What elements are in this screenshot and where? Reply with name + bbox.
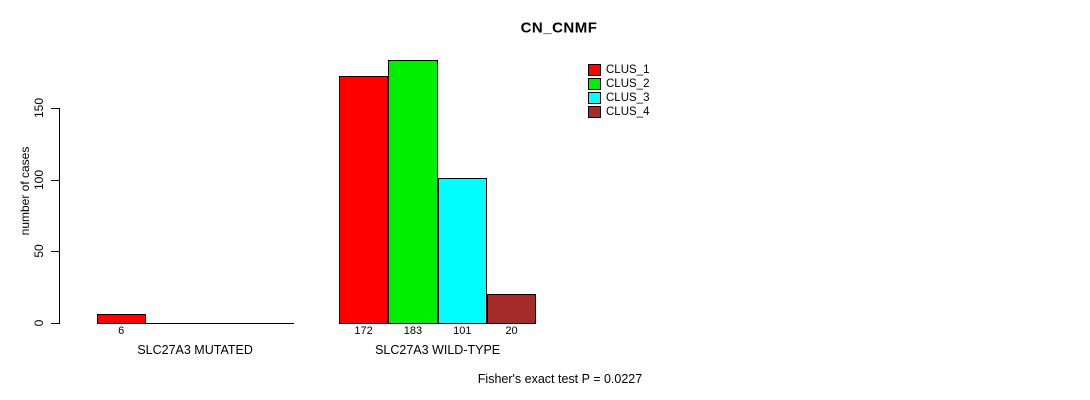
bar-clus_1-mutated [96,314,146,324]
bar-value-clus_3-wild-type: 101 [453,325,472,337]
y-axis-label: number of cases [18,146,32,236]
legend-swatch-clus_2 [588,78,601,90]
bar-value-clus_2-wild-type: 183 [403,325,423,337]
legend-item-clus_1: CLUS_1 [588,63,649,77]
bar-zero-clus_2-mutated [145,323,196,324]
fisher-test-annotation: Fisher's exact test P = 0.0227 [477,372,643,386]
legend-item-clus_3: CLUS_3 [588,91,649,105]
bar-value-clus_1-mutated: 6 [118,325,125,337]
legend-swatch-clus_1 [588,64,601,76]
chart-title: CN_CNMF [520,19,598,37]
y-tick-label: 100 [32,169,46,191]
legend-label: CLUS_2 [606,78,650,90]
legend-label: CLUS_1 [606,64,650,76]
legend: CLUS_1 CLUS_2 CLUS_3 CLUS_4 [588,63,649,119]
bar-clus_1-wild-type [339,76,389,324]
y-tick-label: 150 [32,97,46,119]
bar-clus_2-wild-type [388,60,438,324]
bar-value-clus_4-wild-type: 20 [505,325,518,337]
y-tick-mark [51,323,59,324]
y-tick-mark [51,180,59,181]
bar-zero-clus_3-mutated [195,323,245,324]
group-label-wild-type: SLC27A3 WILD-TYPE [375,343,501,357]
bar-value-clus_1-wild-type: 172 [354,325,373,337]
legend-swatch-clus_3 [588,92,601,104]
bar-clus_3-wild-type [437,178,487,324]
legend-swatch-clus_4 [588,106,601,118]
y-tick-mark [51,251,59,252]
y-tick-label: 0 [32,319,46,327]
bar-clus_4-wild-type [486,294,537,324]
legend-label: CLUS_4 [606,106,650,118]
y-tick-label: 50 [32,244,46,258]
legend-label: CLUS_3 [606,92,650,104]
y-axis-line [59,107,60,324]
legend-item-clus_4: CLUS_4 [588,105,649,119]
bar-zero-clus_4-mutated [244,323,294,324]
y-tick-mark [51,108,59,109]
group-label-mutated: SLC27A3 MUTATED [137,343,253,357]
legend-item-clus_2: CLUS_2 [588,77,649,91]
